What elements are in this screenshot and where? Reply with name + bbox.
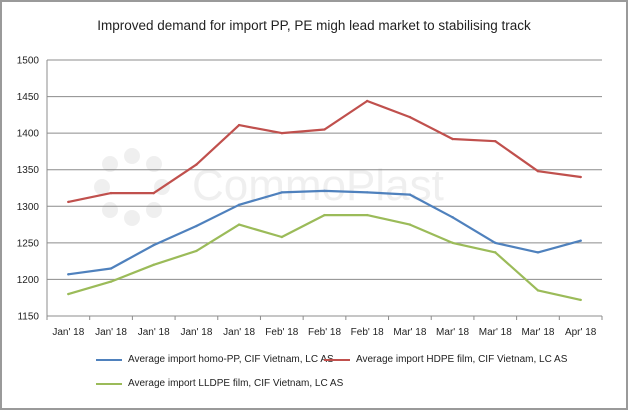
y-tick-label: 1500 — [17, 56, 40, 67]
legend-label-pp: Average import homo-PP, CIF Vietnam, LC … — [128, 354, 334, 365]
data-point-2-1 — [109, 280, 113, 283]
data-point-2-0 — [67, 292, 70, 296]
x-tick-label: Mar' 18 — [393, 327, 426, 338]
data-point-1-9 — [451, 137, 454, 141]
x-tick-label: Jan' 18 — [95, 327, 127, 338]
y-tick-label: 1400 — [17, 129, 40, 140]
data-point-0-10 — [494, 241, 497, 245]
y-tick-label: 1300 — [17, 202, 40, 213]
data-point-2-7 — [365, 213, 369, 217]
x-tick-label: Jan' 18 — [138, 327, 170, 338]
data-point-1-8 — [408, 115, 412, 119]
data-point-2-2 — [152, 263, 155, 266]
data-point-2-4 — [237, 223, 241, 226]
data-point-1-6 — [323, 128, 326, 131]
x-tick-label: Jan' 18 — [180, 327, 212, 338]
data-point-2-8 — [408, 223, 412, 226]
y-tick-label: 1450 — [17, 92, 40, 103]
legend-item-hdpe: Average import HDPE film, CIF Vietnam, L… — [324, 354, 567, 365]
data-point-0-12 — [579, 239, 582, 242]
data-point-1-1 — [109, 191, 113, 195]
x-tick-label: Feb' 18 — [265, 327, 298, 338]
y-tick-label: 1150 — [17, 312, 39, 323]
legend-swatch-pp — [96, 358, 122, 361]
data-point-0-5 — [280, 191, 284, 194]
data-point-0-0 — [67, 273, 70, 276]
data-point-0-2 — [152, 243, 155, 247]
data-point-0-3 — [195, 224, 198, 228]
data-point-1-11 — [536, 169, 540, 173]
x-tick-label: Feb' 18 — [308, 327, 341, 338]
data-point-0-9 — [451, 216, 454, 219]
x-tick-label: Jan' 18 — [52, 327, 84, 338]
y-tick-label: 1200 — [17, 275, 40, 286]
data-point-2-3 — [195, 249, 198, 253]
data-point-1-3 — [195, 163, 198, 166]
x-tick-label: Feb' 18 — [351, 327, 384, 338]
legend-label-hdpe: Average import HDPE film, CIF Vietnam, L… — [356, 354, 568, 365]
legend-item-pp: Average import homo-PP, CIF Vietnam, LC … — [96, 354, 334, 365]
data-point-1-10 — [494, 139, 497, 143]
chart-title: Improved demand for import PP, PE migh l… — [97, 18, 531, 33]
legend-item-lldpe: Average import LLDPE film, CIF Vietnam, … — [96, 378, 343, 389]
data-point-1-2 — [152, 191, 155, 195]
x-tick-label: Mar' 18 — [479, 327, 512, 338]
data-point-0-4 — [237, 203, 241, 207]
series-line-0 — [67, 189, 582, 276]
legend-swatch-lldpe — [96, 382, 122, 385]
data-point-1-7 — [365, 99, 369, 103]
data-point-0-8 — [408, 193, 412, 196]
data-point-2-5 — [280, 235, 284, 239]
series-line-2 — [67, 214, 582, 301]
data-point-1-5 — [280, 131, 284, 135]
data-point-2-10 — [494, 251, 497, 254]
data-point-2-12 — [579, 298, 582, 302]
data-point-2-9 — [451, 241, 454, 245]
legend-label-lldpe: Average import LLDPE film, CIF Vietnam, … — [128, 378, 344, 389]
x-tick-label: Mar' 18 — [436, 327, 469, 338]
series-line-1 — [67, 99, 582, 203]
data-point-0-6 — [323, 189, 326, 193]
data-point-0-1 — [109, 267, 113, 270]
data-point-1-0 — [67, 200, 70, 204]
data-point-1-12 — [579, 175, 582, 179]
data-point-2-11 — [536, 289, 540, 292]
y-tick-label: 1250 — [17, 238, 40, 249]
data-point-0-11 — [536, 251, 540, 254]
data-point-2-6 — [323, 213, 326, 217]
x-tick-label: Jan' 18 — [223, 327, 255, 338]
data-point-0-7 — [365, 191, 369, 194]
x-tick-label: Mar' 18 — [521, 327, 554, 338]
x-tick-label: Apr' 18 — [565, 327, 597, 338]
y-tick-label: 1350 — [17, 165, 40, 176]
legend-swatch-hdpe — [324, 358, 350, 361]
data-point-1-4 — [237, 123, 241, 127]
